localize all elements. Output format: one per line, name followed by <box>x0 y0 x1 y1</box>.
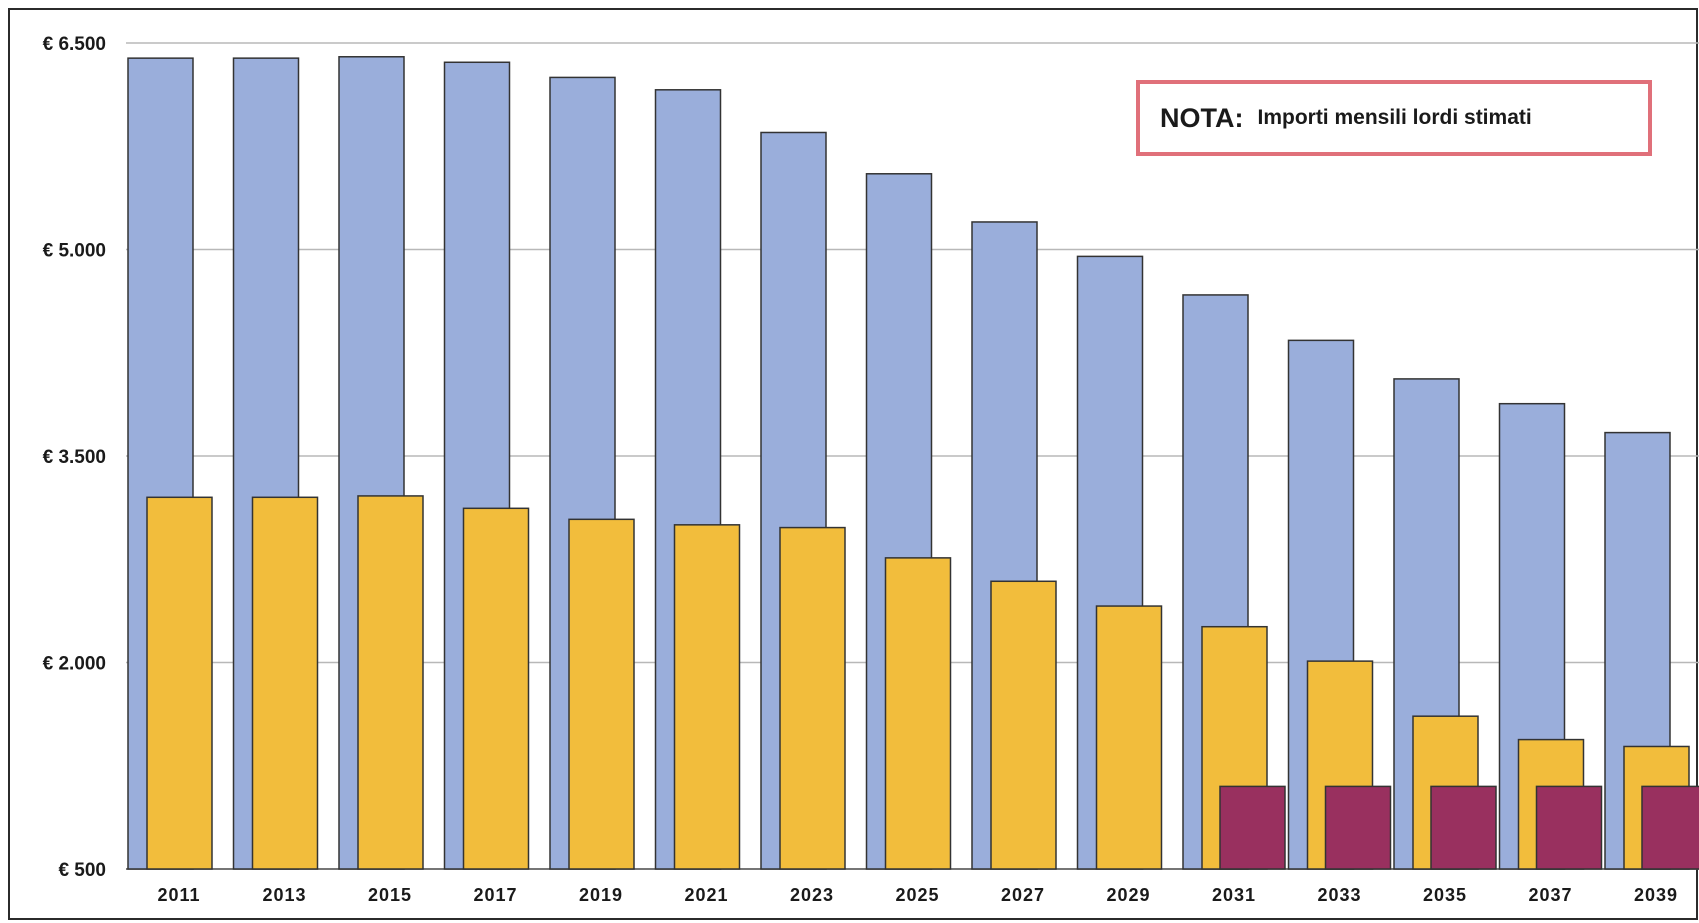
bar-series-2 <box>990 580 1057 870</box>
x-tick-label: 2025 <box>895 885 939 905</box>
x-tick-label: 2037 <box>1528 885 1572 905</box>
bar-series-3 <box>1535 785 1603 870</box>
x-axis-ticks: 2011 2013 2015 2017 2019 2021 2023 2025 2027 2029… <box>157 885 1678 905</box>
bars <box>127 56 1699 870</box>
x-tick-label: 2033 <box>1317 885 1361 905</box>
y-tick-label: € 3.500 <box>43 447 106 468</box>
x-tick-label: 2017 <box>473 885 517 905</box>
bar-series-2 <box>779 526 846 870</box>
x-tick-label: 2023 <box>790 885 834 905</box>
x-tick-label: 2035 <box>1423 885 1467 905</box>
bar-series-2 <box>568 518 635 870</box>
y-axis-ticks: € 500 € 2.000 € 3.500 € 5.000 € 6.500 <box>43 34 106 881</box>
bar-series-3 <box>1430 785 1497 870</box>
note-title: NOTA: <box>1160 102 1244 133</box>
bar-series-2 <box>884 557 952 870</box>
bar-series-2 <box>251 496 319 870</box>
x-tick-label: 2029 <box>1106 885 1150 905</box>
bar-series-2 <box>673 524 741 870</box>
bar-series-2 <box>357 495 424 870</box>
x-tick-label: 2013 <box>262 885 306 905</box>
x-tick-label: 2019 <box>579 885 623 905</box>
x-tick-label: 2031 <box>1212 885 1256 905</box>
bar-series-3 <box>1641 785 1699 870</box>
x-tick-label: 2011 <box>157 885 200 905</box>
y-tick-label: € 500 <box>58 860 106 881</box>
x-tick-label: 2021 <box>684 885 728 905</box>
bar-series-2 <box>462 507 530 870</box>
note-text: Importi mensili lordi stimati <box>1257 106 1532 129</box>
bar-series-3 <box>1324 785 1392 870</box>
bar-series-3 <box>1219 785 1286 870</box>
x-tick-label: 2015 <box>368 885 412 905</box>
x-tick-label: 2039 <box>1634 885 1678 905</box>
note-box: NOTA: Importi mensili lordi stimati <box>1136 80 1652 156</box>
x-tick-label: 2027 <box>1001 885 1045 905</box>
y-tick-label: € 2.000 <box>43 654 106 675</box>
y-tick-label: € 5.000 <box>43 241 106 262</box>
bar-series-2 <box>146 496 213 870</box>
bar-series-2 <box>1095 605 1163 870</box>
y-tick-label: € 6.500 <box>43 34 106 55</box>
